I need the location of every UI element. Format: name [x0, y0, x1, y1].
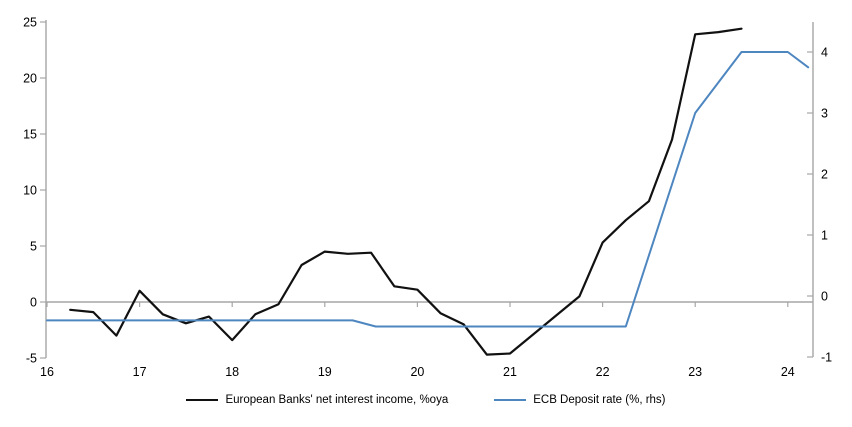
x-tick-label: 19: [318, 365, 332, 379]
legend-item-ecb-deposit-rate: ECB Deposit rate (%, rhs): [494, 394, 666, 406]
x-tick-label: 16: [40, 365, 54, 379]
right-tick-label: 1: [821, 229, 828, 243]
x-tick-label: 23: [688, 365, 702, 379]
left-tick-label: 25: [23, 16, 37, 30]
right-tick-label: 2: [821, 168, 828, 182]
x-tick-label: 18: [225, 365, 239, 379]
left-tick-label: 20: [23, 72, 37, 86]
left-axis: 25 20 15 10 5 0 -5: [23, 16, 47, 366]
legend-label-net-interest-income: European Banks' net interest income, %oy…: [225, 394, 449, 406]
left-tick-label: 0: [30, 296, 37, 310]
left-tick-label: 5: [30, 240, 37, 254]
right-axis: 4 3 2 1 0 -1: [807, 22, 832, 365]
legend: European Banks' net interest income, %oy…: [0, 394, 852, 406]
right-tick-label: -1: [821, 351, 832, 365]
x-tick-label: 21: [503, 365, 517, 379]
x-tick-label: 24: [781, 365, 795, 379]
x-tick-label: 22: [596, 365, 610, 379]
left-tick-label: 15: [23, 128, 37, 142]
x-tick-label: 20: [410, 365, 424, 379]
series-line-ecb-deposit-rate: [46, 51, 810, 328]
right-tick-label: 0: [821, 290, 828, 304]
left-tick-label: -5: [26, 352, 37, 366]
legend-item-net-interest-income: European Banks' net interest income, %oy…: [186, 394, 448, 406]
right-tick-label: 3: [821, 107, 828, 121]
x-tick-label: 17: [133, 365, 147, 379]
legend-line-sample-black: [186, 399, 219, 401]
x-axis: 16 17 18 19 20 21 22 23 24: [40, 302, 795, 379]
series-line-net-interest-income: [69, 27, 743, 356]
legend-label-ecb-deposit-rate: ECB Deposit rate (%, rhs): [533, 394, 666, 406]
right-tick-label: 4: [821, 46, 828, 60]
left-tick-label: 10: [23, 184, 37, 198]
legend-line-sample-blue: [494, 399, 527, 401]
